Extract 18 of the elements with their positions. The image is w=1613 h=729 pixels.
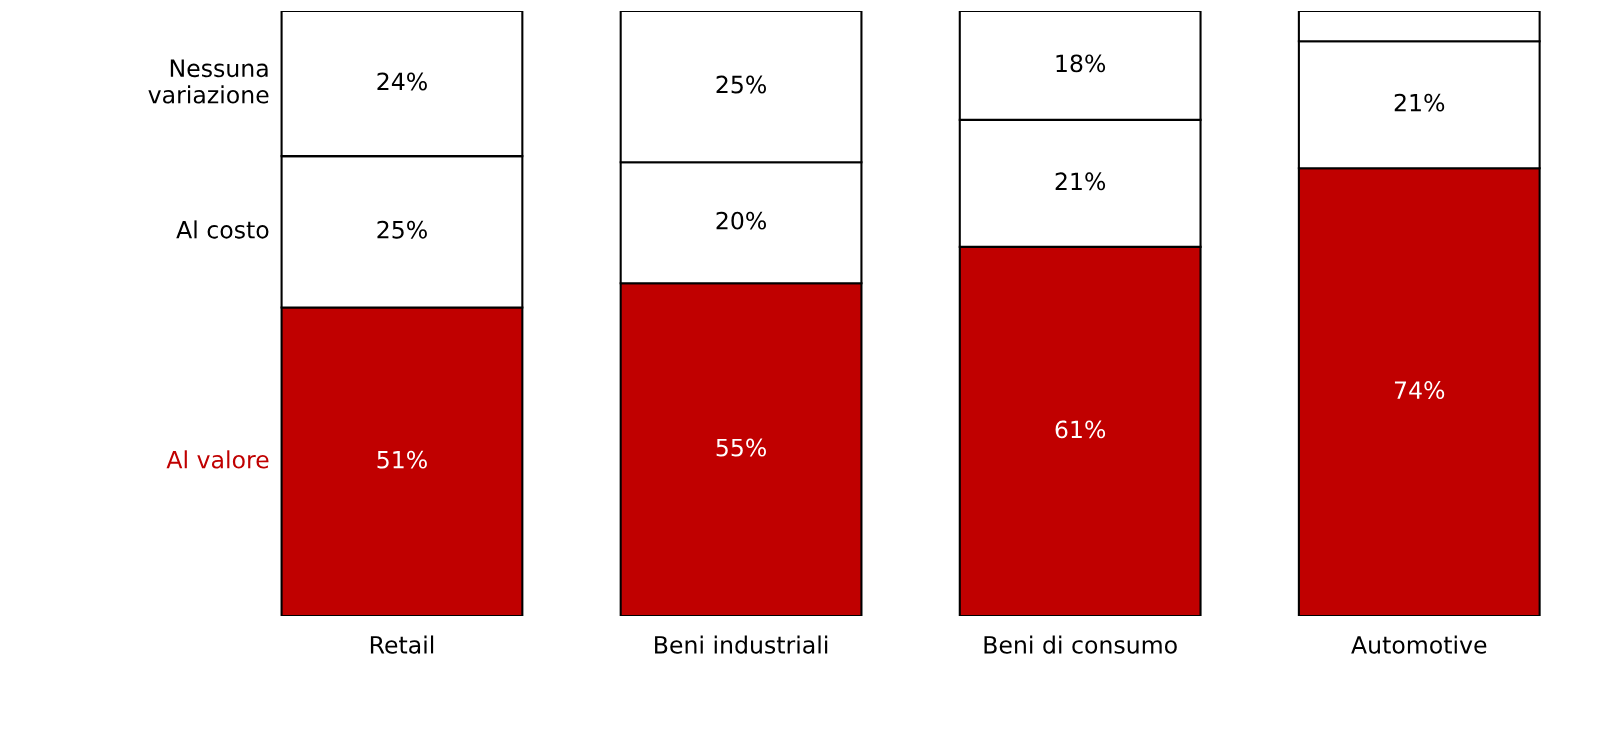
data-label: 25% [716, 75, 766, 94]
series-label: Al valore [166, 450, 269, 469]
data-label: 18% [1056, 54, 1106, 73]
x-tick-label: Beni industriali [655, 635, 828, 654]
x-tick-label: Retail [370, 635, 434, 654]
data-label: 24% [377, 72, 427, 91]
data-label: 20% [716, 211, 766, 230]
series-label: Nessuna variazione [148, 59, 269, 104]
data-label: 21% [1394, 93, 1445, 112]
x-tick-label: Beni di consumo [984, 635, 1177, 654]
data-label: 55% [716, 438, 766, 457]
data-label: 51% [377, 450, 427, 469]
data-label: 21% [1055, 172, 1106, 191]
data-label: 25% [377, 220, 427, 239]
data-label: 74% [1394, 381, 1445, 399]
x-tick-label: Automotive [1351, 635, 1487, 654]
data-label: 61% [1055, 420, 1106, 439]
series-label: Al costo [176, 220, 269, 239]
